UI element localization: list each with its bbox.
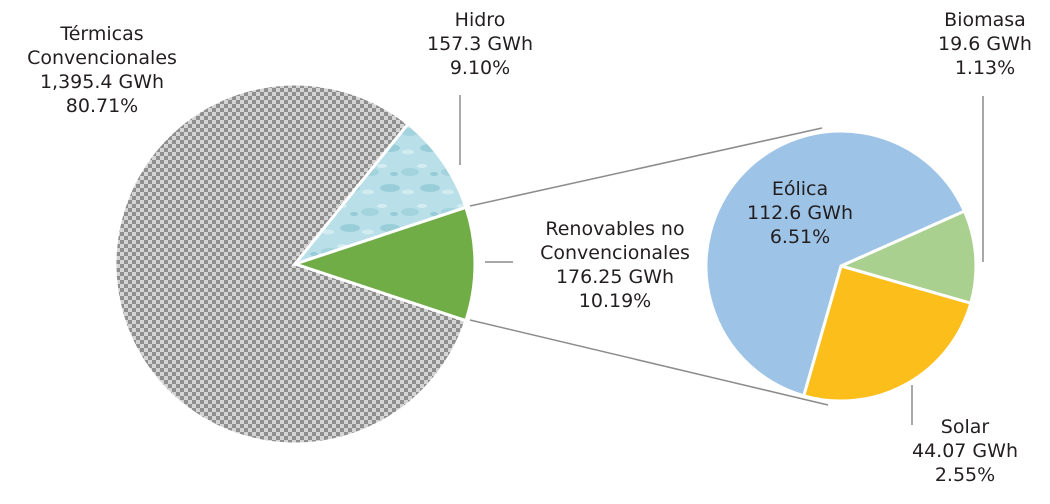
slice-solar	[801, 264, 973, 403]
secondary-pie	[704, 129, 978, 403]
slice-renovables	[290, 205, 477, 323]
connector-bottom	[469, 319, 829, 406]
connector-top	[469, 127, 823, 207]
label-biomasa: Biomasa 19.6 GWh 1.13%	[938, 9, 1032, 79]
label-eolica: Eólica 112.6 GWh 6.51%	[747, 178, 853, 248]
main-pie	[113, 82, 477, 446]
slice-hidro	[290, 121, 468, 268]
label-termicas: Térmicas Convencionales 1,395.4 GWh 80.7…	[27, 23, 177, 117]
slice-eolica	[704, 129, 967, 398]
slice-biomasa	[836, 209, 978, 306]
label-hidro: Hidro 157.3 GWh 9.10%	[427, 9, 533, 79]
slice-termicas	[113, 82, 468, 446]
leader-lines	[459, 95, 984, 425]
label-renovables: Renovables no Convencionales 176.25 GWh …	[540, 218, 690, 312]
label-solar: Solar 44.07 GWh 2.55%	[912, 416, 1018, 486]
